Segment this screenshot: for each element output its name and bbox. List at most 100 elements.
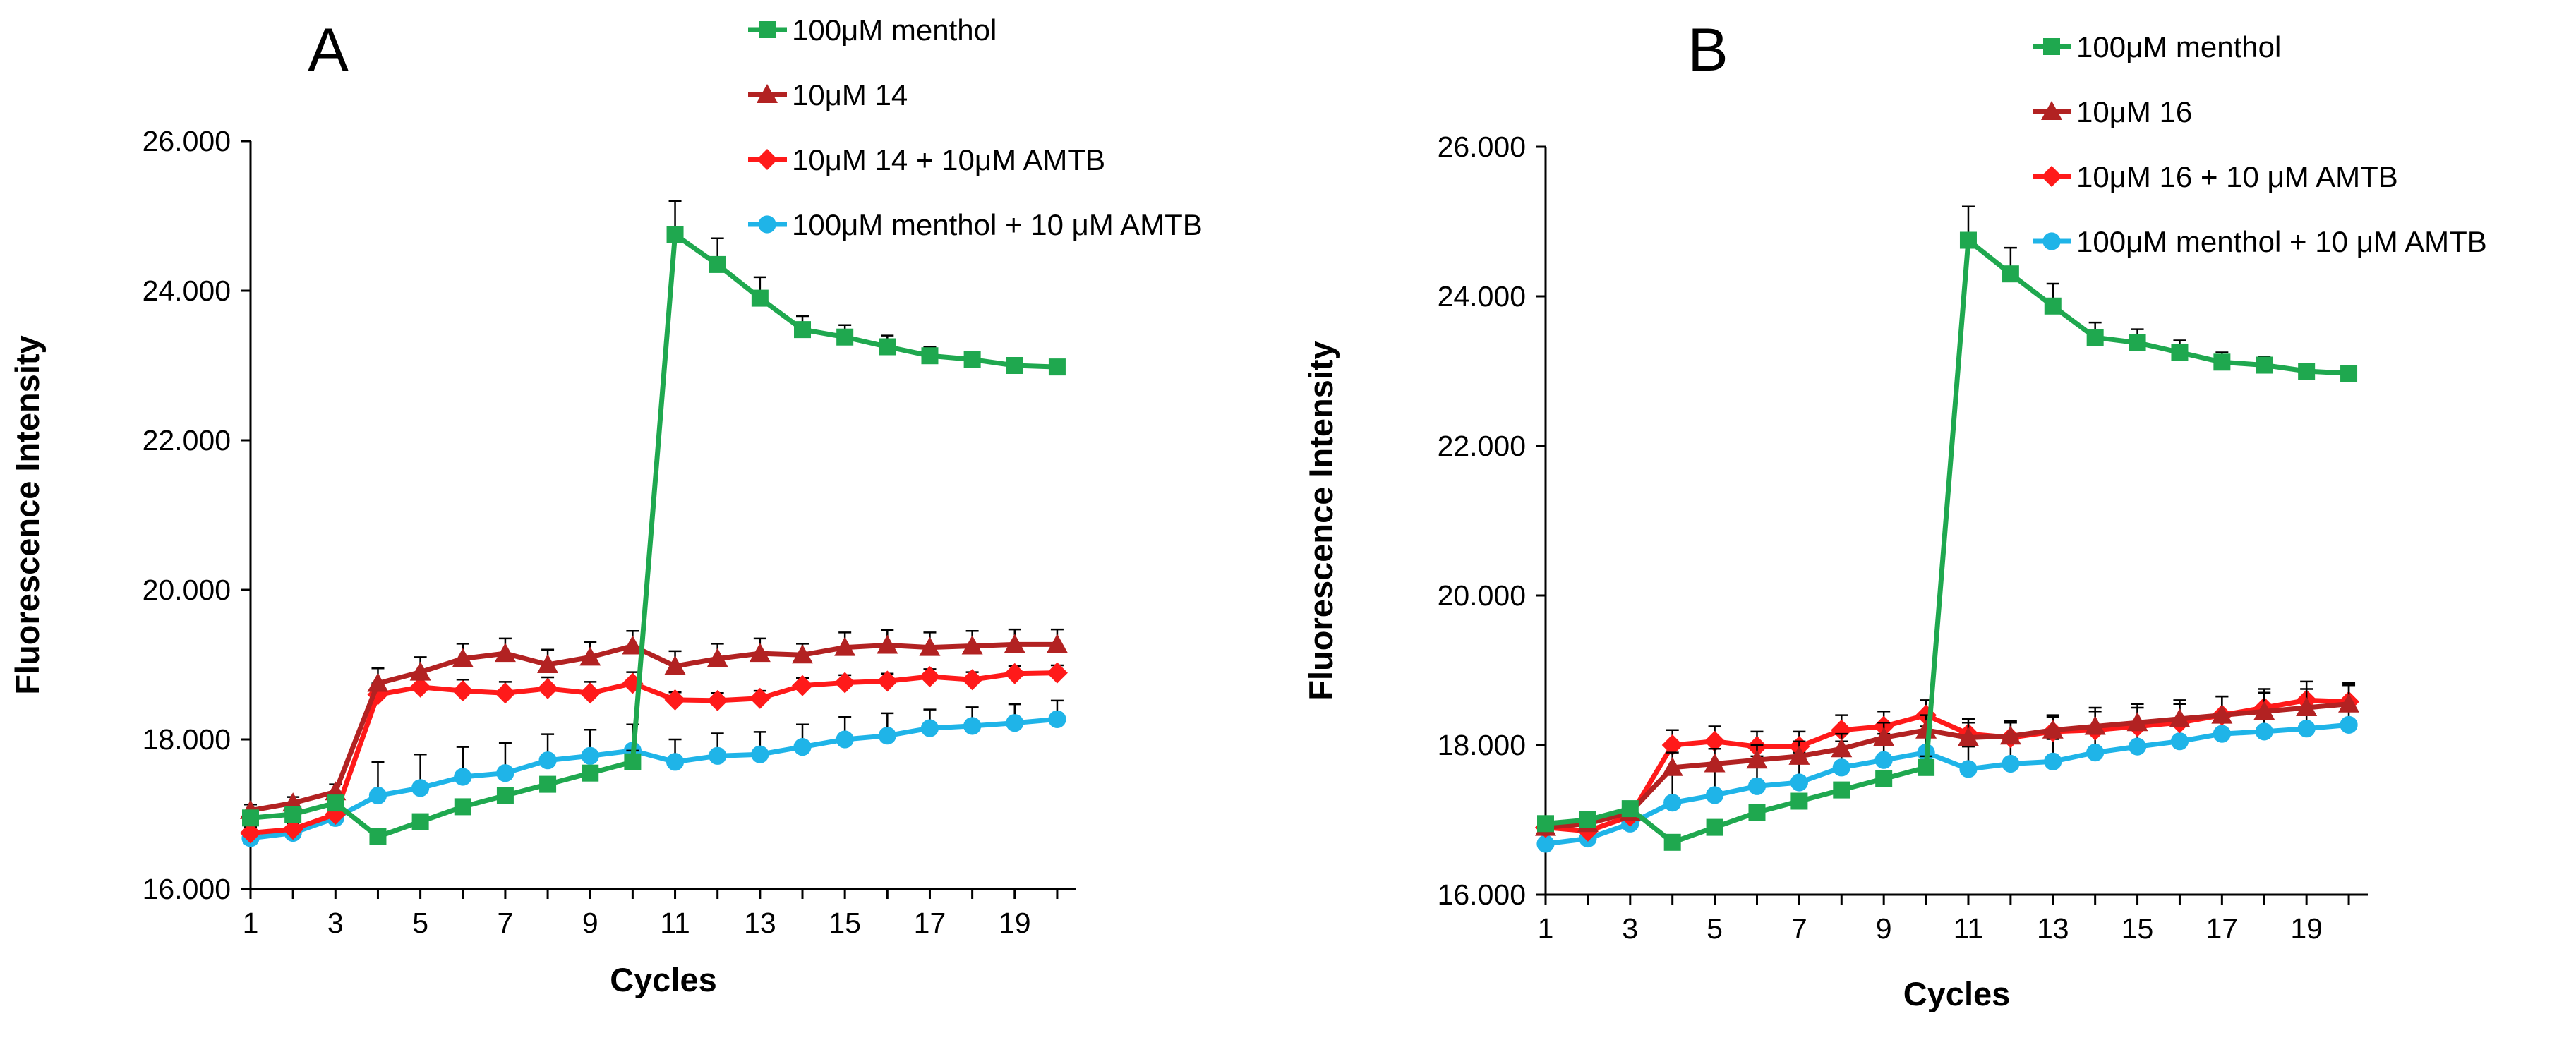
x-tick-label: 15	[2121, 912, 2154, 945]
data-point	[1833, 781, 1850, 799]
data-point	[1048, 710, 1066, 728]
data-point	[579, 682, 601, 704]
data-point	[2170, 732, 2189, 751]
data-point	[1874, 751, 1893, 769]
data-point	[579, 646, 601, 666]
legend-marker	[2041, 101, 2062, 120]
series-line	[250, 232, 1058, 840]
data-point	[2002, 265, 2019, 283]
data-point	[454, 768, 472, 786]
data-point	[2340, 715, 2358, 734]
data-point	[1046, 662, 1068, 684]
data-point	[1959, 760, 1978, 778]
data-point	[793, 738, 812, 756]
data-point	[409, 676, 431, 698]
data-point	[496, 787, 514, 804]
y-tick-label: 18.000	[143, 723, 231, 756]
series-square	[1537, 205, 2358, 851]
data-point	[2002, 754, 2020, 773]
x-tick-label: 13	[744, 907, 776, 939]
legend-marker	[757, 149, 778, 170]
data-point	[1004, 663, 1025, 684]
legend-marker	[2041, 166, 2062, 187]
legend-label: 100μM menthol + 10 μM AMTB	[2076, 225, 2487, 258]
y-tick-label: 20.000	[143, 574, 231, 606]
data-point	[2129, 334, 2146, 351]
y-axis-title: Fluorescence Intensity	[8, 335, 46, 694]
data-point	[409, 661, 431, 681]
data-point	[2338, 693, 2360, 713]
data-point	[666, 226, 684, 243]
data-point	[1831, 719, 1853, 741]
data-point	[1004, 634, 1025, 653]
legend-marker	[757, 84, 778, 103]
data-point	[581, 746, 599, 765]
data-point	[2086, 329, 2104, 346]
data-point	[1873, 727, 1895, 746]
data-point	[537, 677, 559, 699]
x-tick-label: 17	[2206, 912, 2239, 945]
y-tick-label: 22.000	[143, 424, 231, 456]
data-point	[411, 813, 429, 830]
x-tick-label: 7	[1791, 912, 1807, 945]
legend-marker	[2043, 38, 2060, 55]
data-point	[242, 809, 259, 827]
data-point	[1788, 745, 1810, 765]
data-point	[1621, 800, 1639, 818]
data-point	[1579, 811, 1596, 828]
data-point	[538, 751, 557, 770]
data-point	[2169, 708, 2191, 727]
data-point	[1790, 792, 1808, 810]
data-point	[1048, 358, 1066, 376]
x-tick-label: 1	[1538, 912, 1554, 945]
y-tick-label: 22.000	[1438, 430, 1526, 462]
data-point	[794, 321, 812, 339]
data-point	[368, 786, 387, 805]
series-triangle	[240, 628, 1068, 819]
data-point	[1536, 835, 1555, 853]
data-point	[494, 682, 516, 704]
data-point	[452, 648, 474, 667]
data-point	[367, 672, 389, 692]
y-tick-label: 18.000	[1438, 729, 1526, 761]
legend-label: 100μM menthol	[792, 13, 997, 47]
x-tick-label: 13	[2037, 912, 2069, 945]
data-point	[240, 822, 261, 844]
data-point	[1918, 758, 1935, 776]
legend-label: 100μM menthol + 10 μM AMTB	[792, 208, 1203, 241]
x-tick-label: 9	[1876, 912, 1892, 945]
data-point	[1747, 777, 1767, 795]
data-point	[454, 798, 471, 816]
data-point	[792, 675, 814, 696]
data-point	[706, 648, 728, 667]
x-axis-title: Cycles	[610, 961, 717, 998]
data-point	[709, 255, 726, 273]
data-point	[963, 717, 982, 735]
data-point	[2253, 701, 2275, 720]
data-point	[537, 654, 559, 673]
legend: 100μM menthol 10μM 14 10μM 14 + 10μM AMTB 1…	[748, 13, 1203, 241]
data-point	[963, 351, 981, 368]
data-point	[2297, 720, 2316, 738]
legend-label: 100μM menthol	[2076, 30, 2281, 64]
data-point	[877, 670, 898, 692]
data-point	[1663, 794, 1682, 812]
data-point	[1704, 730, 1726, 752]
data-point	[834, 636, 856, 656]
data-point	[1705, 786, 1724, 804]
legend-label: 10μM 14	[792, 78, 908, 111]
data-point	[878, 727, 896, 745]
data-point	[1046, 634, 1068, 653]
data-point	[792, 644, 814, 664]
data-point	[369, 828, 387, 845]
data-point	[496, 764, 514, 782]
x-tick-label: 3	[327, 907, 344, 939]
data-point	[1006, 357, 1023, 374]
x-tick-label: 11	[1954, 912, 1984, 945]
x-tick-label: 7	[498, 907, 514, 939]
x-tick-label: 17	[914, 907, 946, 939]
data-point	[1537, 815, 1554, 833]
data-point	[2126, 712, 2148, 732]
